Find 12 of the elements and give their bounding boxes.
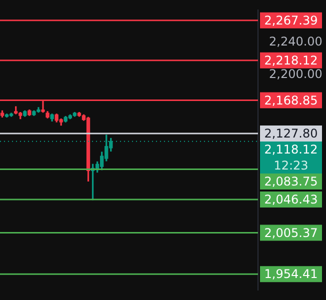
ref-line-label: 2,083.75 xyxy=(264,174,318,189)
ref-line-label: 2,267.39 xyxy=(264,14,318,28)
ref-line-label: 2,168.85 xyxy=(264,93,318,108)
ref-line-label: 2,127.80 xyxy=(264,126,318,141)
ref-line-label: 2,118.12 xyxy=(264,142,318,157)
ref-line-label: 2,046.43 xyxy=(264,192,318,207)
ref-line-label: 1,954.41 xyxy=(264,267,318,282)
ref-line-label: 2,005.37 xyxy=(264,226,318,240)
y-tick-label: 2,200.00 xyxy=(269,67,322,82)
ref-line-label: 2,218.12 xyxy=(264,53,318,68)
text: 12:23 xyxy=(274,158,308,173)
y-tick-label: 2,240.00 xyxy=(269,34,322,49)
